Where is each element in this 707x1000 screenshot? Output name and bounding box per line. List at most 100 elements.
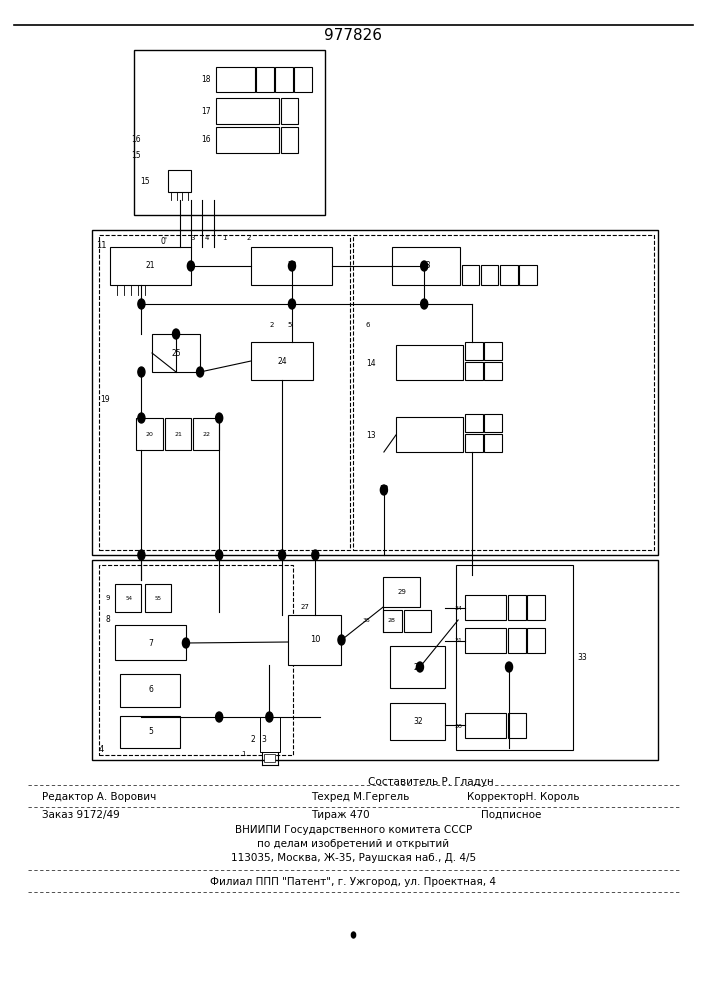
Bar [500,265,518,285]
Text: 12: 12 [379,486,389,494]
Circle shape [380,485,387,495]
Bar [281,98,298,124]
Bar [481,265,498,285]
Bar [145,584,171,612]
Bar [484,342,502,360]
Text: 15: 15 [140,178,150,186]
Circle shape [173,329,180,339]
Circle shape [351,932,356,938]
Text: Техред М.Гергель: Техред М.Гергель [311,792,409,802]
Bar [484,362,502,380]
Bar [99,565,293,755]
Bar [115,584,141,612]
Text: 26: 26 [413,662,423,672]
Circle shape [266,712,273,722]
Text: 22: 22 [202,432,211,436]
Text: 21: 21 [146,261,156,270]
Circle shape [338,635,345,645]
Circle shape [216,712,223,722]
Text: по делам изобретений и открытий: по делам изобретений и открытий [257,839,450,849]
Bar [152,334,200,372]
Text: 21: 21 [174,432,182,436]
Bar [465,414,483,432]
Text: 22: 22 [287,261,297,270]
Bar [264,754,275,762]
Bar [465,628,506,653]
Bar [527,595,545,620]
Text: 25: 25 [171,349,181,358]
Bar [168,170,191,192]
Text: 33: 33 [578,654,588,662]
Bar [484,434,502,452]
Text: 113035, Москва, Ж-35, Раушская наб., Д. 4/5: 113035, Москва, Ж-35, Раушская наб., Д. … [231,853,476,863]
Bar [92,560,658,760]
Text: Заказ 9172/49: Заказ 9172/49 [42,810,120,820]
Text: 34: 34 [455,605,463,610]
Circle shape [138,550,145,560]
Circle shape [288,261,296,271]
Bar [110,247,191,285]
Circle shape [279,550,286,560]
Text: 1: 1 [242,751,246,757]
Circle shape [421,261,428,271]
Bar [354,235,654,550]
Text: 977826: 977826 [325,27,382,42]
Text: Составитель Р. Гладун: Составитель Р. Гладун [368,777,493,787]
Text: 5: 5 [288,322,292,328]
Circle shape [197,367,204,377]
Text: 15: 15 [131,150,141,159]
Circle shape [421,299,428,309]
Circle shape [187,261,194,271]
Bar [465,595,506,620]
Bar [92,230,658,555]
Bar [465,342,483,360]
Text: 27: 27 [301,604,310,610]
Bar [527,628,545,653]
Text: 32: 32 [413,718,423,726]
Bar [193,418,219,450]
Circle shape [138,413,145,423]
Bar [484,414,502,432]
Text: 10: 10 [310,636,320,645]
Circle shape [288,299,296,309]
Text: 14: 14 [366,359,376,367]
Text: 18: 18 [201,76,211,85]
Text: 28: 28 [387,618,396,624]
Bar [216,127,279,153]
Circle shape [416,662,423,672]
Circle shape [138,367,145,377]
Text: 35: 35 [363,618,371,624]
Bar [275,67,293,92]
Bar [134,50,325,215]
Text: 11: 11 [96,240,106,249]
Text: 54: 54 [125,595,132,600]
Text: КорректорН. Король: КорректорН. Король [467,792,579,802]
Text: 4: 4 [205,235,209,241]
Text: 2: 2 [251,736,255,744]
Circle shape [138,299,145,309]
Text: 8: 8 [105,615,110,624]
Text: 3: 3 [262,736,266,744]
Text: 0': 0' [160,237,168,246]
Bar [216,98,279,124]
Text: 17: 17 [201,106,211,115]
Bar [519,265,537,285]
Bar [465,713,506,738]
Text: 4: 4 [98,746,104,754]
Bar [396,417,463,452]
Text: 2: 2 [270,322,274,328]
Circle shape [216,550,223,560]
Text: 6: 6 [366,322,370,328]
Text: 5: 5 [148,728,153,736]
Bar [390,703,445,740]
Bar [462,265,479,285]
Text: ВНИИПИ Государственного комитета СССР: ВНИИПИ Государственного комитета СССР [235,825,472,835]
Bar [251,342,313,380]
Text: 16: 16 [131,135,141,144]
Bar [383,610,402,632]
Circle shape [182,638,189,648]
Text: 24: 24 [277,357,287,365]
Bar [508,628,526,653]
Text: 16: 16 [201,135,211,144]
Text: 6: 6 [148,686,153,694]
